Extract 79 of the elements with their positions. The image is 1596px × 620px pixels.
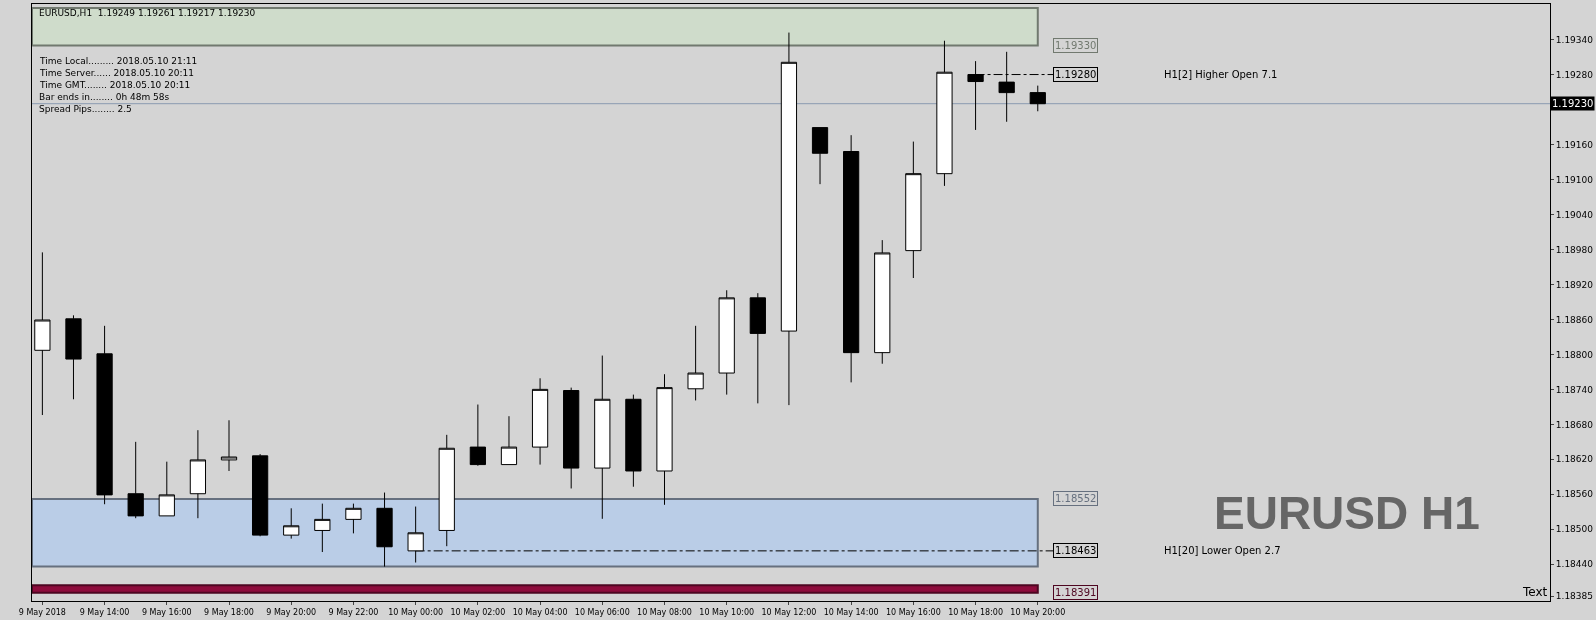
band-label: 1.18552	[1055, 493, 1097, 504]
candlestick	[345, 503, 362, 534]
x-tick-label: 10 May 08:00	[637, 607, 692, 617]
candlestick	[594, 355, 611, 520]
candlestick	[127, 441, 144, 519]
x-tick-label: 9 May 18:00	[204, 607, 254, 617]
annotation: Spread Pips........ 2.5	[39, 104, 132, 114]
x-tick-label: 10 May 02:00	[450, 607, 506, 617]
y-tick-label: 1.18560	[1555, 489, 1594, 500]
y-tick-label: 1.18500	[1555, 524, 1594, 535]
x-tick-label: 9 May 16:00	[141, 607, 192, 617]
candlestick	[34, 251, 51, 416]
y-tick-label: 1.19280	[1555, 69, 1594, 80]
candlestick	[625, 394, 642, 488]
y-tick-label: 1.18385	[1555, 591, 1594, 602]
candlestick	[936, 40, 953, 187]
x-tick-label: 9 May 14:00	[79, 607, 130, 617]
x-tick-label: 10 May 18:00	[948, 607, 1003, 617]
x-tick-label: 9 May 22:00	[328, 607, 379, 617]
candlestick	[438, 434, 455, 547]
candlestick	[65, 314, 82, 400]
y-tick-label: 1.18800	[1555, 349, 1594, 360]
candlestick	[687, 325, 704, 401]
y-tick-label: 1.18740	[1555, 384, 1594, 395]
candlestick	[96, 325, 113, 505]
candlestick	[811, 127, 829, 185]
x-tick-label: 9 May 2018	[18, 607, 66, 617]
candlestick	[905, 141, 922, 279]
y-tick-label: 1.18860	[1555, 314, 1594, 325]
ref-line-label: 1.18463	[1055, 545, 1097, 556]
candlestick	[843, 134, 860, 383]
annotation: EURUSD,H1 1.19249 1.19261 1.19217 1.19230	[39, 8, 256, 18]
candlestick	[874, 239, 891, 365]
annotation: H1[20] Lower Open 2.7	[1164, 545, 1281, 556]
ref-line-label: 1.19230	[1552, 98, 1594, 109]
candlestick	[283, 507, 300, 540]
x-tick-label: 10 May 10:00	[699, 607, 755, 617]
x-tick-label: 10 May 00:00	[388, 607, 444, 617]
ref-line-label: 1.19280	[1055, 69, 1097, 80]
band-label: 1.19330	[1055, 40, 1097, 51]
y-tick-label: 1.18680	[1555, 419, 1594, 430]
band-label: 1.18391	[1055, 587, 1097, 598]
candlestick	[314, 503, 331, 553]
y-tick-label: 1.18620	[1555, 454, 1594, 465]
y-tick-label: 1.19100	[1555, 174, 1594, 185]
y-tick-label: 1.19340	[1555, 34, 1594, 45]
x-tick-label: 10 May 16:00	[885, 607, 941, 617]
candlestick	[469, 404, 486, 467]
candlestick	[780, 32, 798, 406]
annotation: Time Server...... 2018.05.10 20:11	[39, 68, 194, 78]
candlestick	[656, 373, 673, 506]
y-tick-label: 1.18920	[1555, 279, 1594, 290]
y-tick-label: 1.18980	[1555, 244, 1594, 255]
y-tick-label: 1.19040	[1555, 209, 1594, 220]
candlestick	[718, 289, 735, 396]
y-tick-label: 1.18440	[1555, 559, 1594, 570]
candlestick	[376, 492, 393, 568]
candlestick	[251, 453, 269, 537]
annotation: Time Local......... 2018.05.10 21:11	[39, 56, 198, 66]
x-tick-label: 10 May 06:00	[574, 607, 630, 617]
candlestick	[563, 387, 580, 489]
y-tick-label: 1.19160	[1555, 139, 1594, 150]
x-tick-label: 10 May 12:00	[761, 607, 817, 617]
x-tick-label: 10 May 04:00	[512, 607, 568, 617]
annotation: Time GMT........ 2018.05.10 20:11	[39, 80, 191, 90]
candlestick	[531, 377, 549, 466]
candlestick	[189, 429, 207, 519]
candlestick	[1029, 85, 1046, 112]
x-tick-label: 10 May 14:00	[823, 607, 879, 617]
annotation: Text	[1522, 585, 1548, 599]
candlestick	[749, 292, 766, 404]
x-tick-label: 9 May 20:00	[266, 607, 317, 617]
annotation: H1[2] Higher Open 7.1	[1164, 69, 1278, 80]
x-tick-label: 10 May 20:00	[1010, 607, 1066, 617]
candlestick	[500, 415, 518, 466]
annotation: Bar ends in........ 0h 48m 58s	[39, 92, 170, 102]
candlestick	[158, 461, 175, 517]
candlestick	[220, 419, 238, 472]
annotation: EURUSD H1	[1214, 487, 1480, 539]
